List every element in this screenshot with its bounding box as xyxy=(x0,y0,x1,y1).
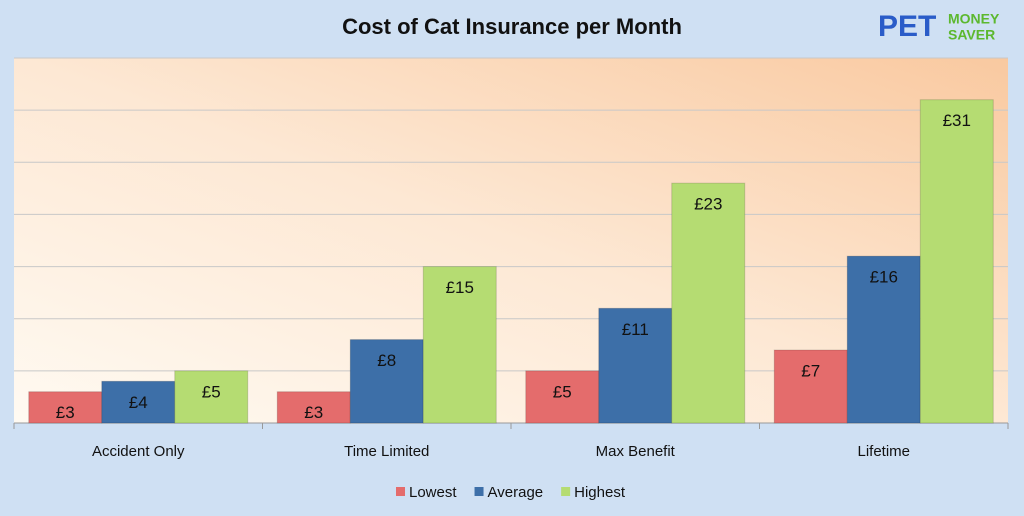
legend-swatch xyxy=(474,487,484,496)
data-label: £5 xyxy=(553,382,572,401)
x-tick-label: Lifetime xyxy=(857,443,910,460)
bar xyxy=(349,339,424,424)
logo: PET MONEY SAVER xyxy=(878,10,1000,43)
data-label: £7 xyxy=(801,361,820,380)
legend-swatch xyxy=(396,487,405,496)
data-label: £8 xyxy=(377,351,396,370)
bar xyxy=(773,349,848,424)
bar xyxy=(598,307,673,424)
x-tick-label: Accident Only xyxy=(92,443,185,460)
legend-label: Lowest xyxy=(409,484,457,501)
chart-title: Cost of Cat Insurance per Month xyxy=(342,14,682,39)
x-tick-label: Max Benefit xyxy=(596,443,676,460)
legend-label: Highest xyxy=(574,484,626,501)
logo-money: MONEY xyxy=(948,11,1000,27)
data-label: £3 xyxy=(304,403,323,422)
data-label: £16 xyxy=(870,268,898,287)
logo-saver: SAVER xyxy=(948,27,995,43)
data-label: £3 xyxy=(56,403,75,422)
data-label: £11 xyxy=(622,320,649,339)
bar xyxy=(671,182,746,424)
legend-label: Average xyxy=(488,484,544,501)
bar xyxy=(174,370,249,424)
bar xyxy=(846,255,921,424)
data-label: £23 xyxy=(694,195,722,214)
bar xyxy=(276,391,351,424)
data-label: £31 xyxy=(943,111,971,130)
bar xyxy=(28,391,103,424)
legend-swatch xyxy=(561,487,571,496)
data-label: £4 xyxy=(129,393,148,412)
bar xyxy=(525,370,600,424)
x-tick-label: Time Limited xyxy=(344,443,429,460)
logo-pet: PET xyxy=(878,10,936,43)
bar xyxy=(919,99,994,424)
data-label: £5 xyxy=(202,382,221,401)
bar xyxy=(422,266,497,424)
data-label: £15 xyxy=(446,278,474,297)
